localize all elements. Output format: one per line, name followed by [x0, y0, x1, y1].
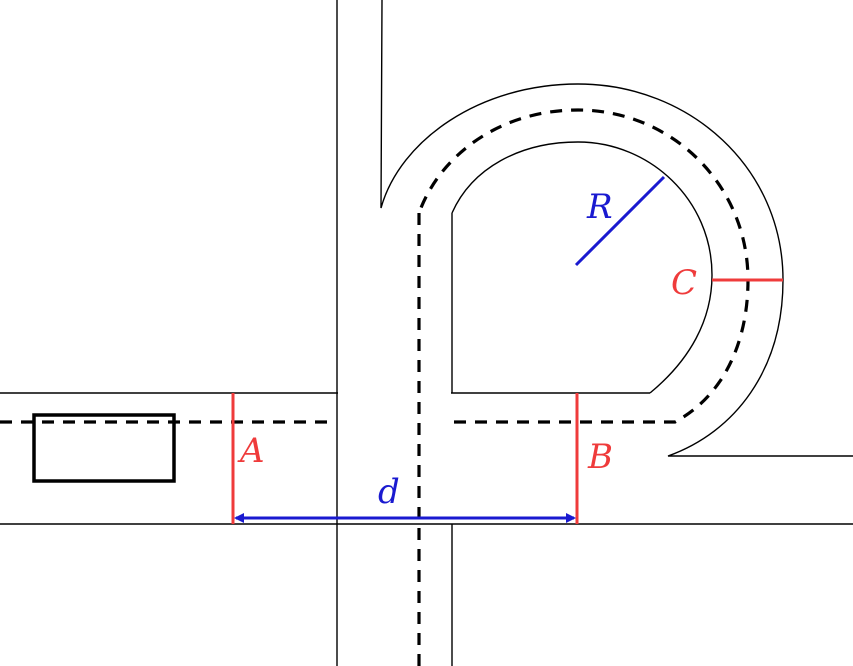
loop-inner-edge: [451, 141, 713, 394]
gate-a-label: A: [237, 431, 265, 471]
loop-outer-edge: [380, 0, 853, 457]
gate-b-label: B: [587, 437, 613, 477]
radius-line: [574, 175, 666, 267]
gate-c-label: C: [671, 263, 697, 303]
vehicle: [32, 413, 176, 483]
loop-centerline: [417, 108, 750, 424]
radius-label: R: [586, 187, 613, 227]
distance-label: d: [378, 472, 400, 512]
